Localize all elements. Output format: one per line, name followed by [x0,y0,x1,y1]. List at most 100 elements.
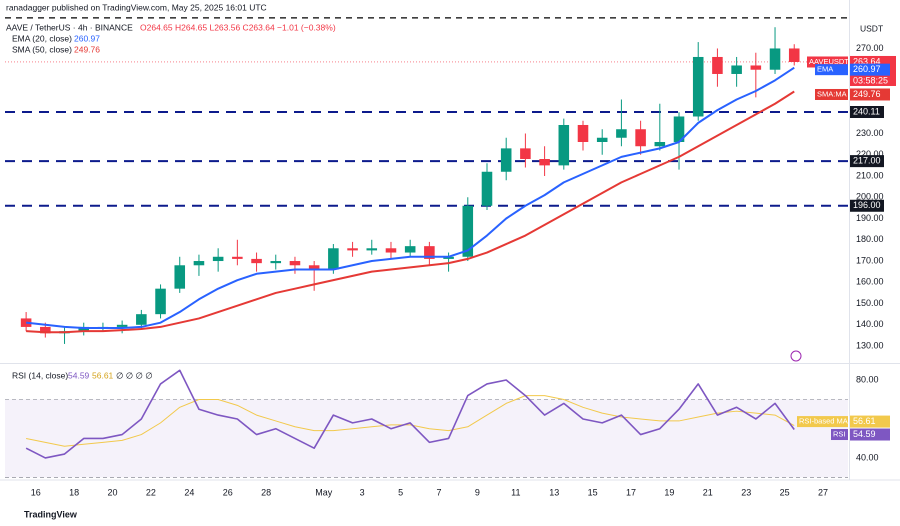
ema-line [26,66,795,329]
candle-body [481,171,493,206]
x-tick-label: 3 [360,487,365,497]
tag-name: RSI-based MA [799,417,848,426]
x-tick-label: 23 [741,487,751,497]
x-tick-label: 15 [588,487,598,497]
y-tick-label: 270.00 [856,43,884,53]
candle-body [232,256,243,259]
tag-value: 249.76 [853,89,881,99]
candle-body [769,48,781,70]
candle-body [289,261,301,266]
candle-body [462,205,474,257]
candle-body [731,65,742,74]
tag-name: SMA:MA [817,89,847,98]
footer: TradingView [24,509,78,519]
candle-body [116,324,128,327]
rsi-tick-label: 40.00 [856,452,879,462]
candle-body [308,265,320,270]
candle-body [155,288,166,315]
tag-name-box [815,64,848,76]
tag-value-box [850,415,890,428]
rsi-legend: RSI (14, close) [12,370,68,380]
candle-body [78,326,90,332]
tag-value: 56.61 [853,416,876,426]
attribution: ranadagger published on TradingView.com,… [6,2,267,12]
rsi-legend-value: 54.59 [68,370,90,380]
candle-body [212,256,224,262]
candle-body [136,314,147,325]
y-tick-label: 130.00 [856,340,884,350]
x-tick-label: 11 [511,487,520,497]
y-tick-label: 180.00 [856,234,884,244]
countdown: 03:58:25 [853,75,888,85]
y-tick-label: 220.00 [856,149,884,159]
candle-body [328,248,339,270]
x-tick-label: 18 [69,487,79,497]
x-tick-label: 28 [261,487,271,497]
candle-body [174,265,186,289]
candle-body [558,124,570,166]
x-tick-label: 24 [184,487,194,497]
tag-value-box [850,88,890,101]
candle-body [596,137,608,142]
candle-body [616,129,627,138]
symbol: AAVE / TetherUS · 4h · BINANCE [6,22,133,32]
x-tick-label: 16 [31,487,41,497]
tag-name-box [815,88,848,100]
x-tick-label: 9 [475,487,480,497]
x-tick-label: May [315,487,333,497]
tag-value: 54.59 [853,429,876,439]
candle-body [577,124,589,142]
y-tick-label: 170.00 [856,255,884,265]
candle-body [673,116,685,142]
candle-body [712,56,723,74]
y-tick-label: 200.00 [856,192,884,202]
rsi-line [25,369,795,459]
icon [790,350,802,362]
y-tick-label: 160.00 [856,277,884,287]
candle-body [404,246,416,253]
x-tick-label: 26 [223,487,233,497]
tag-name: RSI [833,430,846,439]
x-tick-label: 13 [549,487,559,497]
candle-body [40,326,51,334]
candle-body [193,261,205,266]
rsi-ma-line [26,395,795,447]
sma-line [26,90,795,334]
level-label: 217.00 [853,156,881,166]
level-tag [850,106,884,119]
tag-name: AAVEUSDT [809,57,849,66]
y-tick-label: 210.00 [856,170,884,180]
x-tick-label: 27 [818,487,828,497]
y-tick-label: 230.00 [856,128,884,138]
ema-legend: EMA (20, close) [12,33,72,43]
level-tag [850,155,884,168]
y-tick-label: 140.00 [856,319,884,329]
candle-body [424,246,435,259]
rsi-tick-label: 80.00 [856,374,879,384]
candle-body [539,158,550,166]
rsi-legend-value: 56.61 [92,370,114,380]
candle-body [635,129,646,147]
y-tick-label: 190.00 [856,213,884,223]
candle-body [654,141,666,147]
candle-body [270,261,282,264]
sma-legend-value: 249.76 [74,44,100,54]
candle-body [788,48,800,62]
candle-body [750,65,762,70]
x-tick-label: 22 [146,487,156,497]
tag-value-box [850,63,890,76]
tag-value: 263.64 [853,56,881,66]
candle-body [692,56,704,117]
ema-legend-value: 260.97 [74,33,100,43]
tag-name: EMA [817,65,833,74]
x-tick-label: 7 [436,487,441,497]
x-tick-label: 5 [398,487,403,497]
tag-value-box [850,428,890,441]
x-tick-label: 21 [703,487,713,497]
candle-body [347,248,358,251]
tag-name-box [797,416,848,428]
candle-body [443,256,454,259]
ohlc: O264.65 H264.65 L263.56 C263.64 −1.01 (−… [140,22,336,32]
tag-name-box [807,56,848,68]
